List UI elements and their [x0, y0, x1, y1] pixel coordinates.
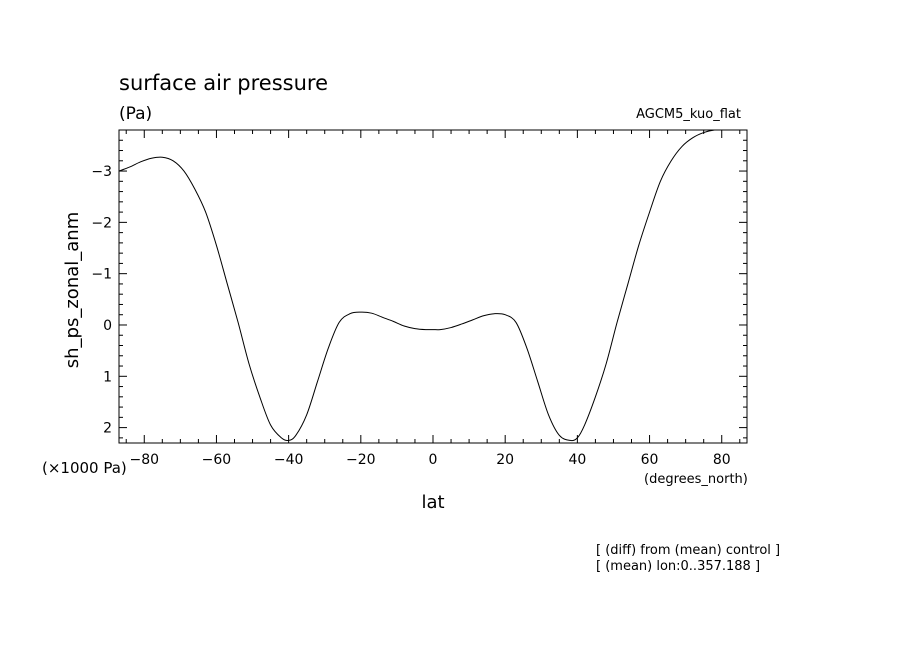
note-line-2: [ (mean) lon:0..357.188 ]	[596, 559, 760, 574]
x-tick-label: 40	[568, 452, 586, 468]
x-tick-label: 80	[713, 452, 731, 468]
chart-title: surface air pressure	[119, 71, 328, 95]
y-scale-note: (×1000 Pa)	[42, 459, 127, 477]
note-line-1: [ (diff) from (mean) control ]	[596, 543, 780, 558]
series-layer	[119, 130, 747, 442]
y-tick-label: 2	[103, 421, 112, 437]
y-tick-label: −1	[91, 267, 112, 283]
y-tick-label: 1	[103, 369, 112, 385]
x-axis-label: lat	[421, 492, 444, 513]
series-line-0	[119, 130, 747, 442]
x-tick-label: −40	[274, 452, 304, 468]
x-tick-label: −60	[202, 452, 232, 468]
y-minor-ticks	[119, 139, 747, 439]
y-axis-label: sh_ps_zonal_anm	[62, 212, 83, 368]
x-tick-label: 20	[496, 452, 514, 468]
units-label: (Pa)	[119, 104, 152, 124]
x-tick-label: 60	[641, 452, 659, 468]
experiment-label: AGCM5_kuo_flat	[636, 107, 741, 122]
plot-frame	[118, 129, 748, 444]
x-units-label: (degrees_north)	[644, 472, 748, 487]
y-tick-label: −3	[91, 164, 112, 180]
y-tick-label: −2	[91, 215, 112, 231]
x-axis-ticks: −80 −60 −40 −20 0 20 40 60 80	[129, 130, 731, 468]
y-axis-ticks: −3 −2 −1 0 1 2	[91, 164, 747, 437]
y-tick-label: 0	[103, 318, 112, 334]
x-tick-label: −80	[129, 452, 159, 468]
x-minor-ticks	[125, 130, 741, 443]
plot-area: −80 −60 −40 −20 0 20 40 60 80 −3 −2 −1 0 1 2	[91, 129, 748, 468]
x-tick-label: −20	[346, 452, 376, 468]
x-tick-label: 0	[429, 452, 438, 468]
